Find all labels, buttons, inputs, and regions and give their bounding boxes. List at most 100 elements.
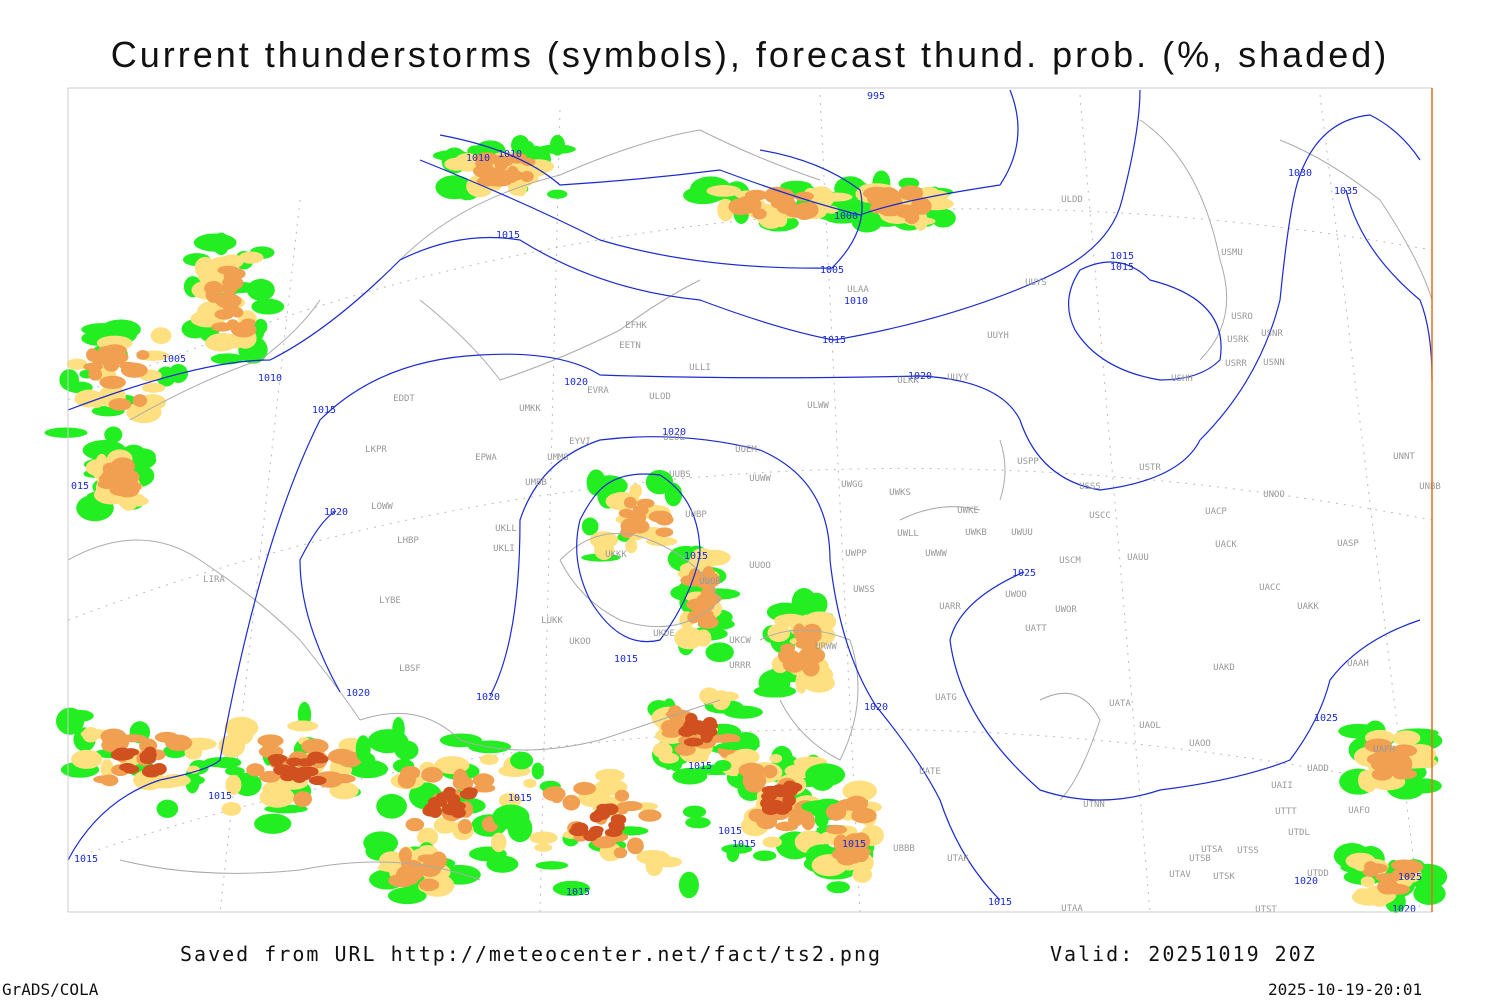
shade-cell (529, 831, 558, 845)
station-label: UTST (1255, 905, 1277, 915)
shade-cell (71, 749, 103, 769)
shade-cell (547, 189, 568, 199)
station-label: UUOB (699, 577, 721, 587)
shade-cell (851, 807, 877, 824)
shade-cell (1360, 876, 1375, 888)
station-label: UARR (939, 602, 961, 612)
shade-cell (700, 586, 715, 603)
shade-cell (486, 855, 519, 873)
shade-cell (327, 773, 356, 784)
station-label: USNN (1263, 358, 1285, 368)
shade-cell (620, 526, 635, 538)
shade-cell (573, 781, 596, 796)
station-label: UTNN (1083, 800, 1105, 810)
shade-cell (205, 334, 237, 352)
shade-cell (762, 836, 782, 848)
station-label: UTDD (1307, 869, 1329, 879)
shade-cell (428, 805, 442, 819)
shade-cell (534, 843, 553, 852)
station-label: LYBE (379, 596, 401, 606)
isobar-label: 1020 (662, 427, 686, 438)
shade-cell (149, 780, 180, 789)
station-label: UTDL (1288, 828, 1310, 838)
shade-cell (614, 789, 630, 802)
shade-cell (687, 610, 701, 624)
station-label: UUYH (987, 331, 1009, 341)
shade-cell (768, 676, 781, 692)
shade-cell (221, 801, 242, 816)
shade-cell (625, 538, 638, 554)
isobar-label: 1015 (496, 230, 520, 241)
shade-cell (636, 849, 670, 865)
shade-cell (398, 847, 412, 864)
shade-cell (711, 690, 731, 711)
shade-cell (1371, 768, 1393, 781)
shade-cell (74, 389, 104, 408)
station-label: USHH (1171, 374, 1193, 384)
isobar-label: 1015 (614, 654, 638, 665)
shade-cell (788, 812, 804, 827)
isobar-label: 015 (71, 481, 89, 492)
station-label: UKDE (653, 629, 675, 639)
shade-cell (137, 411, 156, 420)
shade-cell (156, 799, 179, 818)
shade-cell (418, 878, 440, 892)
shade-cell (492, 804, 530, 830)
shade-cell (766, 799, 784, 810)
station-label: UAOO (1189, 739, 1211, 749)
shade-cell (762, 764, 778, 779)
station-label: UAFM (1373, 745, 1395, 755)
shade-cell (257, 734, 284, 748)
shade-cell (394, 740, 419, 761)
station-label: USCM (1059, 556, 1081, 566)
station-label: ULOL (663, 433, 685, 443)
station-label: UAKK (1297, 602, 1319, 612)
shade-cell (253, 318, 268, 335)
isobar-label: 1015 (822, 335, 846, 346)
shade-cell (685, 816, 711, 829)
shade-cell (186, 765, 201, 774)
station-label: ULDD (1061, 195, 1083, 205)
shade-cell (700, 730, 713, 743)
shade-cell (714, 760, 732, 772)
shade-cell (487, 176, 515, 185)
shade-cell (581, 517, 599, 536)
shade-cell (400, 765, 421, 780)
shade-cell (769, 753, 783, 764)
shade-cell (562, 794, 581, 811)
shade-cell (494, 154, 509, 172)
shade-cell (154, 731, 179, 743)
station-label: UAFO (1348, 806, 1370, 816)
shade-cell (912, 194, 925, 212)
shade-cell (136, 350, 150, 360)
isobar-label: 1015 (718, 826, 742, 837)
shade-cell (794, 191, 814, 202)
station-label: UUWW (749, 474, 771, 484)
software: GrADS/COLA (2, 980, 99, 999)
shade-cell (604, 828, 623, 837)
shade-cell (784, 782, 803, 792)
station-label: UUEM (735, 445, 757, 455)
station-label: USSS (1079, 482, 1101, 492)
shade-cell (706, 185, 741, 197)
shade-cell (113, 469, 140, 485)
station-label: UTAK (947, 854, 969, 864)
shade-cell (699, 549, 731, 566)
station-label: UATA (1109, 699, 1131, 709)
shade-cell (600, 803, 619, 814)
isobar-label: 1015 (1110, 251, 1134, 262)
valid-time: Valid: 20251019 20Z (1050, 942, 1317, 966)
isobar-label: 1020 (1294, 876, 1318, 887)
station-label: LOWW (371, 502, 393, 512)
shade-cell (678, 871, 699, 899)
isobar-label: 1015 (842, 839, 866, 850)
station-label: UUOO (749, 561, 771, 571)
shade-cell (293, 791, 313, 808)
shade-cell (1395, 859, 1424, 874)
shade-cell (716, 741, 760, 751)
station-label: UTSK (1213, 872, 1235, 882)
shade-cell (523, 778, 537, 789)
isobar-label: 995 (867, 91, 885, 102)
